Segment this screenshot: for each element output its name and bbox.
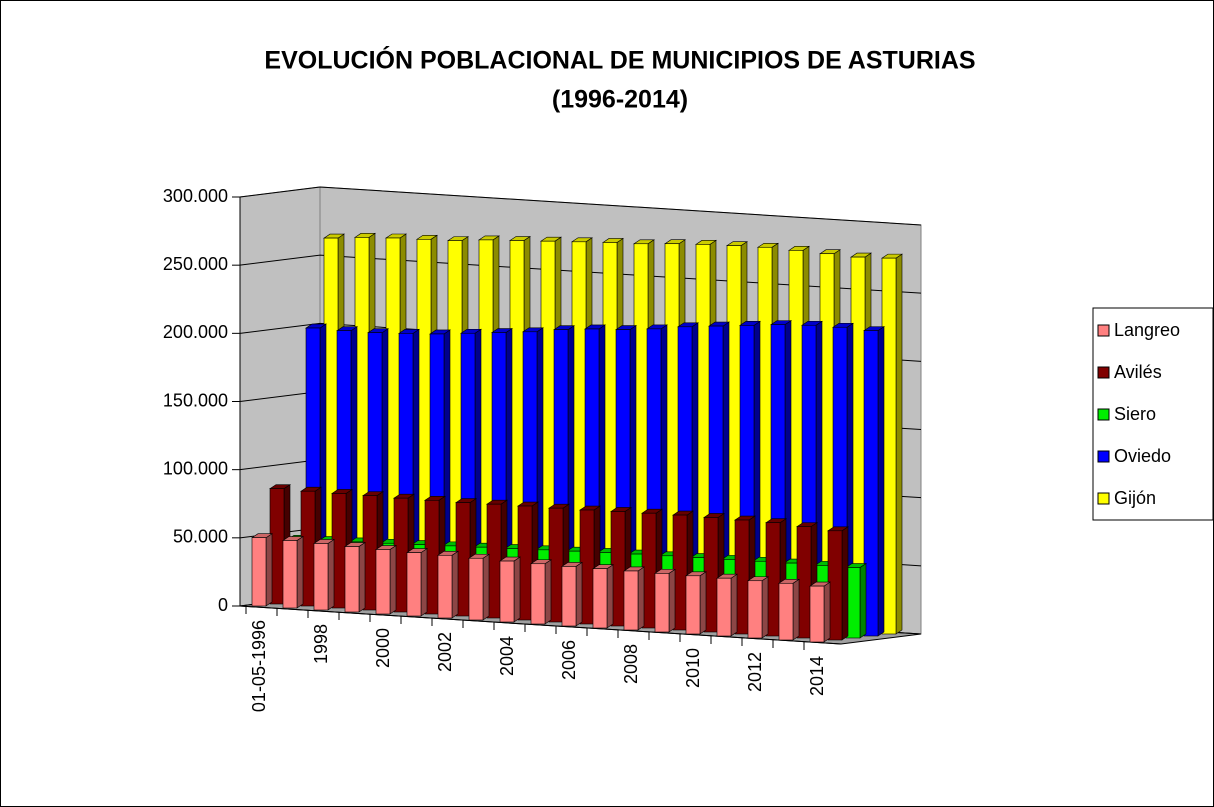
bar-side (730, 573, 738, 637)
legend-swatch (1097, 366, 1110, 379)
bar (437, 554, 453, 619)
legend-label: Avilés (1114, 362, 1162, 382)
grid-line (239, 254, 922, 294)
bar (716, 577, 732, 637)
bar (623, 570, 639, 631)
bar (468, 557, 484, 621)
bar-side (482, 553, 490, 621)
bar (406, 552, 422, 617)
legend-label: Siero (1114, 404, 1156, 424)
x-tick-label: 2002 (435, 632, 455, 672)
bar (654, 573, 670, 633)
bar (685, 575, 701, 635)
x-tick-label: 2006 (559, 640, 579, 680)
y-tick-label: 250.000 (163, 254, 228, 274)
legend-swatch (1097, 492, 1110, 505)
bar (561, 566, 577, 627)
bar-side (358, 541, 366, 613)
bar-side (327, 538, 335, 611)
legend-box (1092, 307, 1214, 521)
bar-side (761, 576, 769, 639)
y-tick-label: 150.000 (163, 390, 228, 410)
bar-side (637, 566, 645, 631)
y-tick-label: 0 (218, 595, 228, 615)
bar-side (859, 562, 867, 639)
bar-side (895, 253, 903, 635)
legend-swatch (1097, 408, 1110, 421)
bar-side (265, 533, 273, 607)
bar-side (389, 544, 397, 615)
x-axis (239, 605, 842, 645)
x-tick-label: 2010 (683, 648, 703, 688)
legend-label: Oviedo (1114, 446, 1171, 466)
bar (251, 537, 267, 607)
y-tick-label: 200.000 (163, 322, 228, 342)
legend-swatch (1097, 450, 1110, 463)
bar-side (877, 326, 885, 637)
legend-label: Langreo (1114, 320, 1180, 340)
y-tick-label: 50.000 (173, 527, 228, 547)
grid-line (239, 186, 922, 226)
bar-side (544, 559, 552, 625)
bar-side (792, 578, 800, 641)
bar-side (575, 561, 583, 627)
x-tick-label: 2000 (373, 628, 393, 668)
bar (592, 568, 608, 629)
bar-side (451, 550, 459, 619)
bar-side (513, 556, 521, 623)
bar (530, 563, 546, 625)
legend-swatch (1097, 324, 1110, 337)
bar (747, 580, 763, 639)
x-tick-label: 1998 (311, 624, 331, 664)
bar-side (606, 564, 614, 629)
bar-side (823, 581, 831, 643)
bar (863, 330, 879, 637)
chart-title: (1996-2014) (552, 86, 688, 114)
legend-label: Gijón (1114, 488, 1156, 508)
y-tick-label: 300.000 (163, 186, 228, 206)
y-tick-label: 100.000 (163, 458, 228, 478)
x-tick-label: 2014 (807, 656, 827, 696)
bar-side (296, 535, 304, 609)
bar (344, 546, 360, 613)
x-tick-label: 2004 (497, 636, 517, 676)
bar (282, 540, 298, 609)
bar-side (841, 526, 849, 641)
bar (809, 585, 825, 643)
x-tick-label: 2012 (745, 652, 765, 692)
bar (313, 543, 329, 611)
bar (499, 560, 515, 623)
chart-title: EVOLUCIÓN POBLACIONAL DE MUNICIPIOS DE A… (264, 45, 975, 75)
bar (375, 549, 391, 615)
bar (778, 582, 794, 641)
bar-side (699, 571, 707, 635)
x-tick-label: 2008 (621, 644, 641, 684)
bar-side (668, 568, 676, 633)
x-tick-label: 01-05-1996 (249, 620, 269, 712)
bar-side (420, 548, 428, 617)
